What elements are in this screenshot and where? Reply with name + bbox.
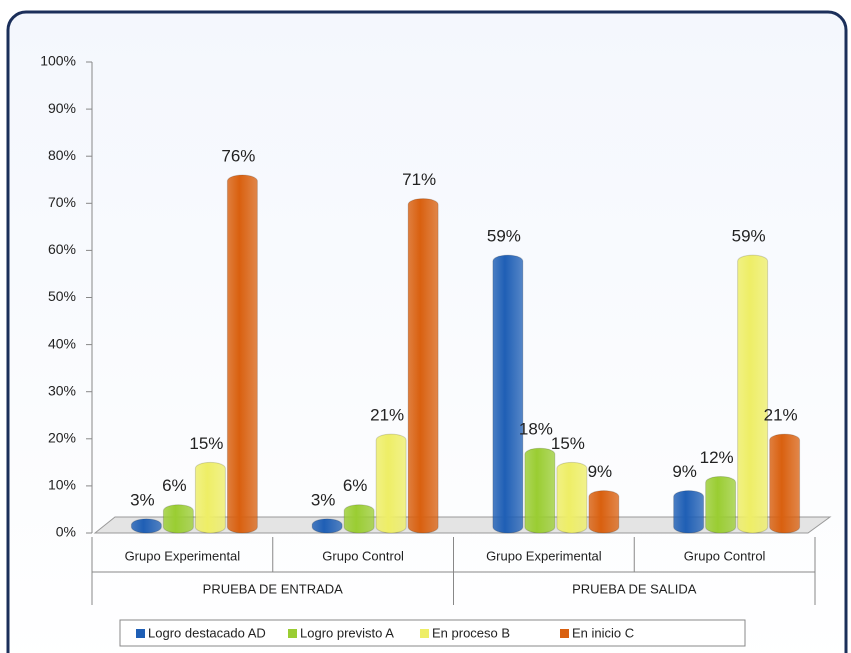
bar bbox=[194, 461, 226, 534]
data-label: 12% bbox=[700, 448, 734, 467]
x-tick-label: Grupo Control bbox=[322, 548, 404, 563]
group-label: PRUEBA DE ENTRADA bbox=[203, 581, 343, 596]
y-tick-label: 70% bbox=[48, 194, 76, 210]
legend-swatch bbox=[288, 629, 297, 638]
data-label: 21% bbox=[764, 406, 798, 425]
data-label: 15% bbox=[189, 434, 223, 453]
y-tick-label: 50% bbox=[48, 288, 76, 304]
bar bbox=[375, 433, 407, 534]
legend-swatch bbox=[420, 629, 429, 638]
y-tick-label: 40% bbox=[48, 335, 76, 351]
bar bbox=[737, 254, 769, 534]
y-tick-label: 30% bbox=[48, 382, 76, 398]
data-label: 59% bbox=[487, 227, 521, 246]
legend-label: En proceso B bbox=[432, 625, 510, 640]
x-tick-label: Grupo Experimental bbox=[486, 548, 602, 563]
legend-label: Logro previsto A bbox=[300, 625, 394, 640]
bar bbox=[673, 490, 705, 534]
bar bbox=[588, 490, 620, 534]
data-label: 71% bbox=[402, 170, 436, 189]
y-tick-label: 100% bbox=[40, 53, 76, 69]
data-label: 6% bbox=[162, 476, 187, 495]
group-label: PRUEBA DE SALIDA bbox=[572, 581, 697, 596]
y-tick-label: 0% bbox=[56, 524, 76, 540]
bar bbox=[524, 447, 556, 534]
y-tick-label: 20% bbox=[48, 430, 76, 446]
data-label: 3% bbox=[130, 490, 155, 509]
bar bbox=[162, 504, 194, 534]
y-tick-label: 60% bbox=[48, 241, 76, 257]
legend-swatch bbox=[560, 629, 569, 638]
data-label: 21% bbox=[370, 406, 404, 425]
y-tick-label: 90% bbox=[48, 100, 76, 116]
bar bbox=[705, 476, 737, 534]
x-tick-label: Grupo Experimental bbox=[125, 548, 241, 563]
y-tick-label: 10% bbox=[48, 477, 76, 493]
data-label: 18% bbox=[519, 420, 553, 439]
x-tick-label: Grupo Control bbox=[684, 548, 766, 563]
legend-swatch bbox=[136, 629, 145, 638]
data-label: 59% bbox=[732, 227, 766, 246]
y-tick-label: 80% bbox=[48, 147, 76, 163]
legend-frame bbox=[119, 619, 746, 647]
data-label: 76% bbox=[221, 147, 255, 166]
bar bbox=[492, 254, 524, 534]
data-label: 3% bbox=[311, 490, 336, 509]
bar bbox=[769, 433, 801, 534]
data-label: 6% bbox=[343, 476, 368, 495]
bar bbox=[130, 518, 162, 534]
floor bbox=[93, 516, 832, 534]
bar bbox=[226, 174, 258, 534]
data-label: 9% bbox=[588, 462, 613, 481]
data-label: 9% bbox=[672, 462, 697, 481]
bar bbox=[311, 518, 343, 534]
bar bbox=[343, 504, 375, 534]
legend-label: Logro destacado AD bbox=[148, 625, 266, 640]
legend-label: En inicio C bbox=[572, 625, 634, 640]
bar bbox=[556, 461, 588, 534]
bar bbox=[407, 198, 439, 534]
legend: Logro destacado AD Logro previsto A En pro… bbox=[119, 619, 746, 647]
data-label: 15% bbox=[551, 434, 585, 453]
